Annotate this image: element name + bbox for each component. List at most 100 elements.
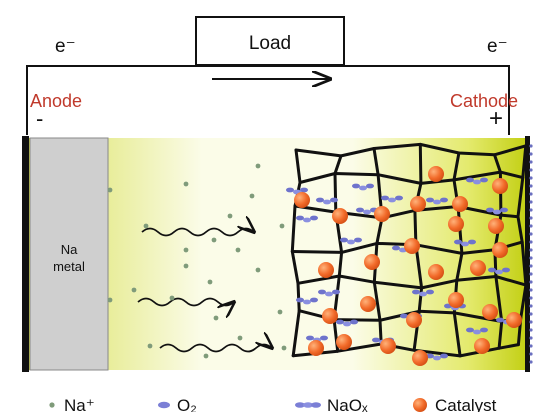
catalyst-particle (406, 312, 422, 328)
naox-unit (352, 183, 360, 189)
electron-label-left: e⁻ (55, 36, 76, 57)
naox-unit (318, 289, 326, 295)
na-metal-anode (29, 137, 109, 371)
naox-cluster (286, 187, 308, 195)
naox-unit (426, 289, 434, 295)
cathode-sign: + (489, 105, 503, 132)
electrolyte (26, 138, 528, 370)
edge-dot (529, 264, 533, 268)
naox-unit (366, 183, 374, 189)
naox-unit (440, 353, 448, 359)
naox-unit (395, 195, 403, 201)
catalyst-legend-icon (413, 398, 427, 412)
na-ion (107, 297, 113, 303)
naox-cluster (454, 239, 476, 247)
na-ion (203, 353, 209, 359)
naox-unit (347, 239, 355, 245)
catalyst-particle (482, 304, 498, 320)
na-ion (183, 181, 189, 187)
anode-sign: - (36, 106, 43, 131)
oxygen-legend-label: O₂ (177, 396, 197, 412)
na-ion (227, 213, 233, 219)
naox-unit (350, 319, 358, 325)
edge-dot (529, 280, 533, 284)
catalyst-particle (404, 238, 420, 254)
naox-cluster (352, 183, 374, 191)
catalyst-particle (308, 340, 324, 356)
naox-unit (296, 297, 304, 303)
edge-dot (529, 232, 533, 236)
catalyst-particle (332, 208, 348, 224)
naox-unit (296, 215, 304, 221)
carbon-strand (452, 151, 464, 358)
na-ion (107, 187, 113, 193)
na-ion (255, 267, 261, 273)
edge-dot (529, 176, 533, 180)
naox-unit (461, 241, 469, 247)
naox-unit (332, 289, 340, 295)
naox-cluster (381, 195, 403, 203)
na-ion (183, 263, 189, 269)
na-ion (183, 247, 189, 253)
naox-unit (388, 197, 396, 203)
catalyst-legend-label: Catalyst (435, 396, 497, 412)
edge-dot (529, 184, 533, 188)
naox-unit (330, 197, 338, 203)
na-ions (107, 163, 287, 359)
naox-unit (303, 217, 311, 223)
catalyst-particle (470, 260, 486, 276)
naox-unit (359, 185, 367, 191)
naox-unit (473, 179, 481, 185)
catalyst-particle (380, 338, 396, 354)
anode-label: Anode (30, 91, 82, 111)
legend: Na⁺ O₂ NaOₓ Catalyst (49, 396, 497, 412)
catalyst-particle (410, 196, 426, 212)
naox-cluster (336, 319, 358, 327)
edge-dot (529, 216, 533, 220)
catalyst-particle (374, 206, 390, 222)
catalyst-particle (412, 350, 428, 366)
naox-unit (310, 215, 318, 221)
edge-dot (529, 256, 533, 260)
naox-unit (500, 207, 508, 213)
naox-unit (306, 335, 314, 341)
edge-dot (529, 296, 533, 300)
na-ion (279, 223, 285, 229)
external-circuit: Load e⁻ e⁻ (26, 16, 510, 135)
catalyst-particle (452, 196, 468, 212)
edge-dot (529, 344, 533, 348)
ion-arrow (141, 229, 254, 237)
electron-label-right: e⁻ (487, 36, 508, 57)
cathode-label: Cathode (450, 91, 518, 111)
edge-dot (529, 312, 533, 316)
edge-dot (529, 248, 533, 252)
edge-dot (529, 336, 533, 340)
naox-unit (336, 319, 344, 325)
naox-cluster (426, 353, 448, 361)
catalyst-particle (360, 296, 376, 312)
naox-unit (426, 353, 434, 359)
naox-unit (340, 237, 348, 243)
na-metal-label-line2: metal (53, 259, 85, 274)
na-ion (237, 335, 243, 341)
naox-unit (323, 199, 331, 205)
naox-unit (316, 197, 324, 203)
naox-unit (466, 177, 474, 183)
edge-dot (529, 288, 533, 292)
cathode-current-collector (525, 136, 530, 372)
naox-unit (495, 269, 503, 275)
ion-arrow (137, 297, 234, 306)
naox-cluster (318, 289, 340, 297)
edge-dot (529, 304, 533, 308)
na-ion (249, 193, 255, 199)
naox-unit (286, 187, 294, 193)
naox-unit (480, 327, 488, 333)
na-ion (213, 315, 219, 321)
naox-unit (480, 177, 488, 183)
catalyst-particle (364, 254, 380, 270)
naox-unit (486, 207, 494, 213)
naox-unit (419, 291, 427, 297)
naox-unit (363, 209, 371, 215)
naox-cluster (340, 237, 362, 245)
circuit-wire (26, 65, 510, 135)
